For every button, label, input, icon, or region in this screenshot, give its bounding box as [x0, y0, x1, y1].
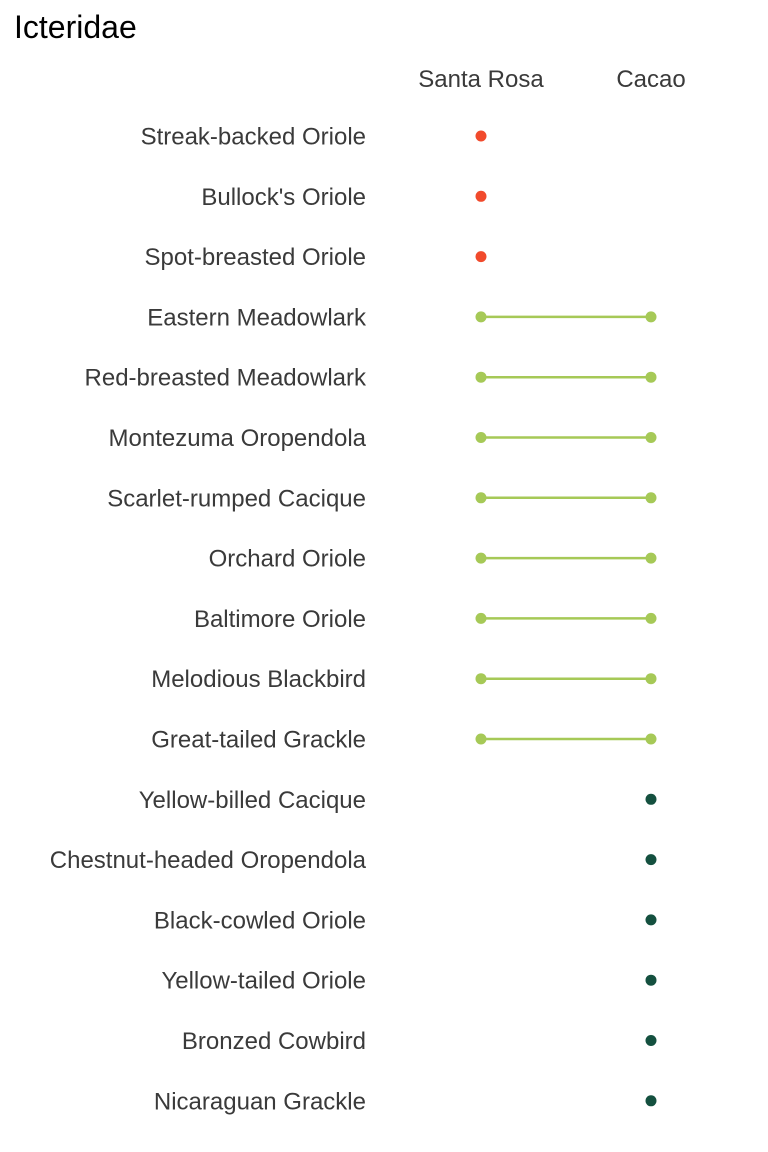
point-cacao — [645, 492, 657, 504]
chart-title: Icteridae — [14, 9, 137, 45]
species-label: Bullock's Oriole — [201, 184, 366, 211]
point-cacao — [645, 733, 657, 745]
species-label: Streak-backed Oriole — [141, 124, 366, 151]
species-label: Orchard Oriole — [209, 546, 366, 573]
column-header-santa-rosa: Santa Rosa — [418, 66, 544, 93]
species-label: Montezuma Oropendola — [109, 425, 367, 452]
species-label: Nicaraguan Grackle — [154, 1088, 366, 1115]
species-label: Eastern Meadowlark — [147, 304, 367, 331]
point-santa-rosa — [475, 311, 487, 323]
point-cacao — [645, 974, 657, 986]
point-cacao — [645, 914, 657, 926]
connector-lines — [481, 315, 651, 741]
species-label: Baltimore Oriole — [194, 606, 366, 633]
point-cacao — [645, 432, 657, 443]
point-cacao — [645, 371, 657, 383]
point-cacao — [645, 552, 657, 564]
data-points — [475, 130, 657, 1107]
point-cacao — [645, 612, 657, 624]
species-label: Chestnut-headed Oropendola — [50, 847, 367, 874]
point-santa-rosa — [475, 130, 487, 142]
point-cacao — [645, 311, 657, 323]
point-cacao — [645, 673, 657, 685]
species-label: Scarlet-rumped Cacique — [107, 485, 366, 512]
species-label: Melodious Blackbird — [151, 666, 366, 693]
point-santa-rosa — [475, 673, 487, 685]
species-label: Spot-breasted Oriole — [145, 244, 366, 271]
species-label: Bronzed Cowbird — [182, 1028, 366, 1055]
species-label: Yellow-tailed Oriole — [161, 968, 366, 995]
point-santa-rosa — [475, 612, 487, 624]
point-cacao — [645, 793, 657, 805]
point-santa-rosa — [475, 371, 487, 383]
point-santa-rosa — [475, 492, 487, 504]
point-santa-rosa — [475, 432, 487, 443]
column-headers: Santa Rosa Cacao — [418, 66, 685, 93]
species-label: Red-breasted Meadowlark — [85, 365, 367, 392]
point-cacao — [645, 854, 657, 866]
column-header-cacao: Cacao — [616, 66, 685, 93]
species-labels: Streak-backed Oriole Bullock's Oriole Spot… — [50, 124, 367, 1116]
point-santa-rosa — [475, 251, 487, 263]
point-cacao — [645, 1035, 657, 1046]
point-cacao — [645, 1095, 657, 1107]
species-label: Black-cowled Oriole — [154, 907, 366, 934]
point-santa-rosa — [475, 733, 487, 745]
species-label: Great-tailed Grackle — [151, 727, 366, 754]
species-label: Yellow-billed Cacique — [139, 787, 366, 814]
point-santa-rosa — [475, 190, 487, 202]
point-santa-rosa — [475, 552, 487, 564]
